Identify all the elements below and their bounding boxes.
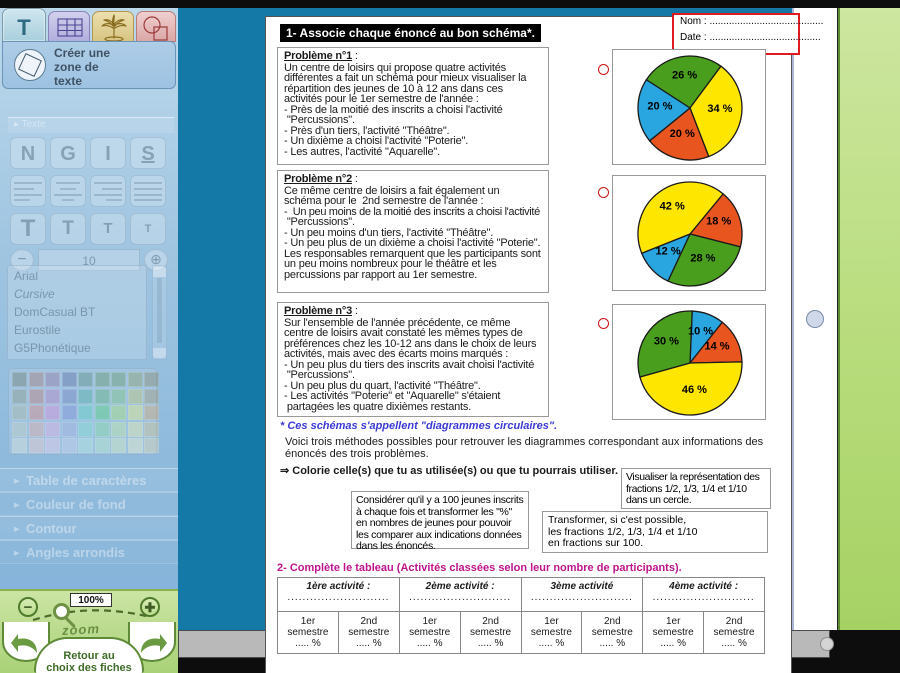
svg-text:28 %: 28 % xyxy=(690,252,715,264)
svg-text:20 %: 20 % xyxy=(670,128,695,140)
svg-text:30 %: 30 % xyxy=(654,335,679,347)
svg-text:34 %: 34 % xyxy=(707,103,732,115)
svg-text:46 %: 46 % xyxy=(682,384,707,396)
svg-text:20 %: 20 % xyxy=(647,101,672,113)
svg-text:12 %: 12 % xyxy=(656,246,681,258)
svg-text:18 %: 18 % xyxy=(706,216,731,228)
svg-text:10 %: 10 % xyxy=(688,326,713,338)
svg-text:26 %: 26 % xyxy=(672,69,697,81)
svg-text:14 %: 14 % xyxy=(704,341,729,353)
svg-text:42 %: 42 % xyxy=(660,201,685,213)
